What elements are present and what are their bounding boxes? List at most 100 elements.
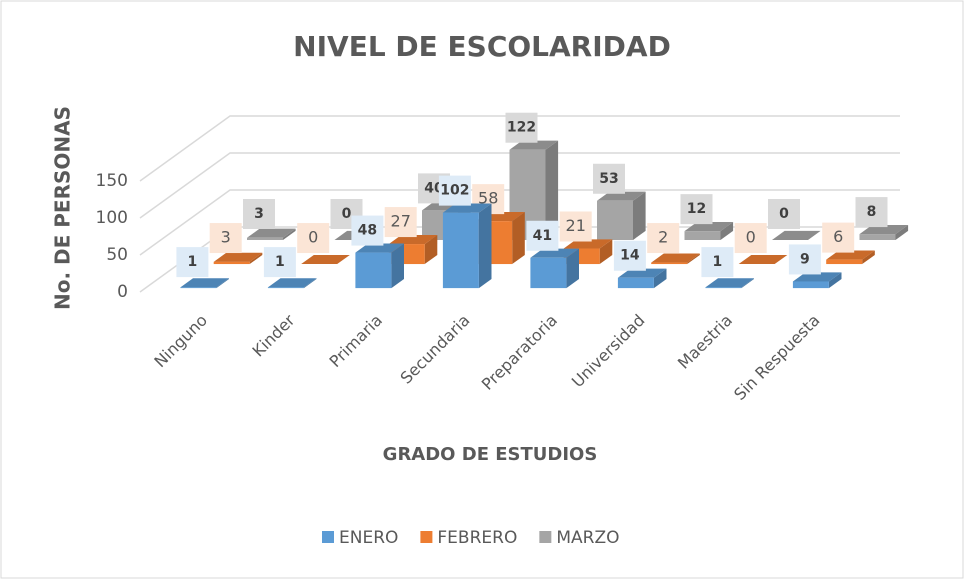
bar-side <box>653 268 667 289</box>
bar-side <box>741 278 754 289</box>
bar <box>617 268 667 289</box>
bar <box>826 250 875 265</box>
data-label-box <box>176 247 209 278</box>
data-label-box <box>351 215 384 246</box>
bar-top <box>442 203 492 213</box>
bar-side <box>545 140 559 240</box>
data-label-box <box>438 175 471 206</box>
legend-label: MARZO <box>556 528 619 548</box>
bar-top <box>705 278 754 288</box>
data-label: 21 <box>566 216 586 235</box>
y-tick-label: 50 <box>106 245 128 265</box>
bar-side <box>687 253 700 265</box>
bar-side <box>424 234 438 265</box>
data-label: 8 <box>867 204 877 220</box>
bar-side <box>391 243 404 289</box>
bar <box>301 254 350 265</box>
bar-top <box>772 230 821 240</box>
bar-side <box>895 224 909 240</box>
bar <box>792 272 842 289</box>
data-label: 3 <box>221 228 231 247</box>
bar <box>247 228 296 240</box>
bar-top <box>213 252 263 262</box>
data-label: 0 <box>779 206 789 222</box>
legend-swatch <box>322 531 334 543</box>
bar-top <box>792 272 842 282</box>
data-label: 41 <box>533 228 552 244</box>
data-label: 9 <box>800 251 810 267</box>
bar-top <box>826 250 875 260</box>
bar-top <box>301 254 350 265</box>
bar-top <box>509 140 559 150</box>
bar-side <box>862 250 875 265</box>
legend-label: FEBRERO <box>437 528 517 548</box>
data-label: 48 <box>358 223 377 239</box>
y-tick-label: 100 <box>96 208 128 228</box>
bar-side <box>512 212 525 265</box>
bar-top <box>563 239 613 249</box>
data-label: 1 <box>188 254 198 270</box>
bar-front <box>180 287 217 289</box>
data-label-box <box>613 240 646 271</box>
bar-top <box>388 234 438 245</box>
data-label-box <box>593 163 625 194</box>
data-label: 27 <box>391 212 411 231</box>
bar-front <box>597 200 633 240</box>
bar <box>442 203 492 289</box>
data-label: 58 <box>478 189 498 208</box>
bar-top <box>355 243 404 253</box>
bar-top <box>267 278 317 288</box>
bar-side <box>720 222 734 240</box>
bar-front <box>792 281 829 289</box>
data-label-box <box>647 223 680 254</box>
grid-line <box>139 189 900 256</box>
bar-side <box>828 272 842 289</box>
bar <box>859 224 909 240</box>
bar <box>476 212 525 265</box>
data-label: 102 <box>440 183 469 199</box>
bar <box>705 278 754 289</box>
data-label: 1 <box>713 254 723 270</box>
grid-line <box>139 152 900 219</box>
data-label: 1 <box>275 254 285 270</box>
x-axis-title: GRADO DE ESTUDIOS <box>383 444 598 465</box>
bar-front <box>267 287 304 289</box>
data-label-box <box>209 223 242 254</box>
data-label: 2 <box>658 228 668 247</box>
bar-front <box>859 234 896 240</box>
y-tick-label: 0 <box>117 282 128 302</box>
bar-side <box>478 203 492 289</box>
bar-side <box>303 278 317 289</box>
data-label-box <box>768 199 800 229</box>
data-label-box <box>384 207 417 238</box>
data-label-box <box>297 223 330 254</box>
bar-top <box>684 222 734 232</box>
data-label-box <box>680 194 713 225</box>
bar <box>738 254 788 265</box>
data-label-box <box>734 223 767 254</box>
bar <box>597 191 646 240</box>
bar-top <box>738 254 788 265</box>
bar <box>267 278 317 289</box>
data-label-box <box>505 112 538 143</box>
data-label-box <box>788 244 821 275</box>
bar-front <box>826 259 863 265</box>
data-label: 122 <box>507 120 536 136</box>
bar-top <box>247 228 296 238</box>
bar-side <box>566 248 579 289</box>
grid-line <box>139 115 900 182</box>
bar-top <box>651 253 700 263</box>
y-tick-label: 150 <box>96 171 128 191</box>
data-label-box <box>701 247 734 278</box>
data-label: 12 <box>687 201 706 217</box>
data-label-box <box>263 247 296 278</box>
bar-front <box>617 277 654 289</box>
legend-label: ENERO <box>339 528 398 548</box>
bar-front <box>530 257 567 289</box>
bar-front <box>442 212 479 289</box>
bar-front <box>705 287 742 289</box>
bar <box>213 252 263 265</box>
data-label-box <box>559 211 592 242</box>
